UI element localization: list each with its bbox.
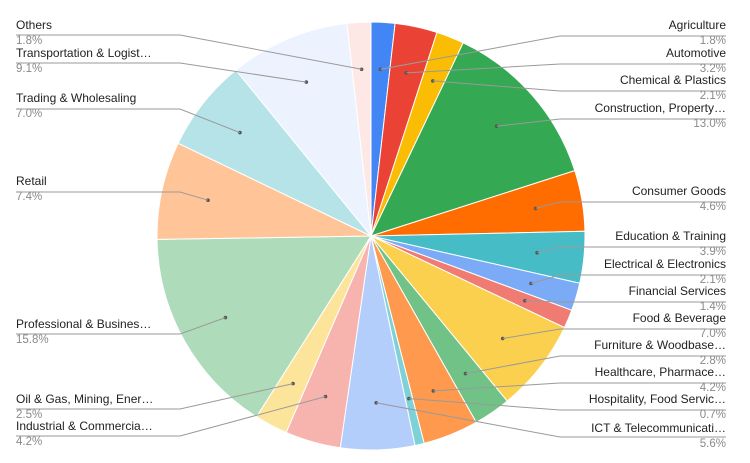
slice-value-hospitality-food-servic: 0.7% [700, 409, 726, 421]
leader-line-hospitality-food-servic [408, 398, 726, 411]
slice-value-healthcare-pharmace: 4.2% [700, 382, 726, 394]
leader-line-financial-services [524, 300, 726, 303]
slice-value-transportation-logist: 9.1% [16, 63, 42, 75]
leader-line-electrical-electronics [530, 274, 726, 284]
leader-dot-chemical-plastics [431, 79, 435, 83]
slice-label-automotive: Automotive [666, 46, 726, 60]
slice-value-consumer-goods: 4.6% [700, 201, 726, 213]
leader-line-transportation-logist [16, 62, 307, 83]
slice-label-hospitality-food-servic: Hospitality, Food Servic… [589, 392, 726, 406]
slice-label-furniture-woodbase: Furniture & Woodbase… [594, 338, 726, 352]
slice-value-retail: 7.4% [16, 191, 42, 203]
slice-label-others: Others [16, 18, 52, 32]
slice-value-agriculture: 1.8% [700, 35, 726, 47]
leader-line-healthcare-pharmace [433, 382, 726, 392]
leader-line-chemical-plastics [432, 80, 726, 92]
leader-line-food-beverage [502, 328, 726, 339]
leader-line-oil-gas-mining-ener [16, 383, 294, 410]
slice-label-financial-services: Financial Services [629, 284, 726, 298]
slice-label-agriculture: Agriculture [669, 18, 727, 32]
slice-label-electrical-electronics: Electrical & Electronics [604, 257, 726, 271]
slice-value-others: 1.8% [16, 35, 42, 47]
leader-line-consumer-goods [535, 201, 726, 209]
slice-label-retail: Retail [16, 174, 47, 188]
leader-dot-others [359, 67, 364, 72]
slice-label-ict-telecommunicati: ICT & Telecommunicati… [591, 421, 726, 435]
slice-value-food-beverage: 7.0% [700, 328, 726, 340]
pie-slice-others [346, 21, 372, 237]
leader-dot-healthcare-pharmace [431, 389, 436, 393]
leader-line-education-training [536, 246, 726, 254]
slice-value-chemical-plastics: 2.1% [700, 90, 726, 102]
slice-label-oil-gas-mining-ener: Oil & Gas, Mining, Ener… [16, 392, 153, 406]
leader-line-trading-wholesaling [16, 108, 241, 134]
leader-line-professional-busines [16, 317, 226, 335]
slice-label-professional-busines: Professional & Busines… [16, 317, 151, 331]
slice-label-food-beverage: Food & Beverage [633, 311, 727, 325]
slice-value-industrial-commercia: 4.2% [16, 436, 42, 448]
leader-line-automotive [406, 63, 726, 74]
slice-value-furniture-woodbase: 2.8% [700, 355, 726, 367]
slice-label-healthcare-pharmace: Healthcare, Pharmace… [595, 365, 726, 379]
leader-line-retail [16, 191, 209, 201]
slice-value-education-training: 3.9% [700, 246, 726, 258]
slice-label-trading-wholesaling: Trading & Wholesaling [16, 91, 136, 105]
leader-line-construction-property [496, 118, 726, 127]
slice-label-construction-property: Construction, Property… [595, 101, 726, 115]
pie-slices [156, 21, 586, 451]
leader-line-others [16, 34, 362, 70]
leader-line-ict-telecommunicati [376, 402, 726, 438]
slice-value-construction-property: 13.0% [693, 118, 726, 130]
leader-line-agriculture [380, 35, 726, 70]
leader-line-industrial-commercia [16, 396, 326, 437]
slice-value-electrical-electronics: 2.1% [700, 274, 726, 286]
leader-dot-furniture-woodbase [463, 371, 468, 376]
leader-lines [16, 34, 726, 438]
slice-value-professional-busines: 15.8% [16, 334, 49, 346]
pie-slice-professional-busines [156, 235, 372, 418]
slice-label-consumer-goods: Consumer Goods [632, 184, 726, 198]
slice-label-industrial-commercia: Industrial & Commercia… [16, 419, 153, 433]
leader-line-furniture-woodbase [465, 355, 726, 375]
slice-label-transportation-logist: Transportation & Logist… [16, 46, 152, 60]
slice-value-trading-wholesaling: 7.0% [16, 108, 42, 120]
pie-slice-retail [156, 142, 372, 240]
slice-value-ict-telecommunicati: 5.6% [700, 438, 726, 450]
slice-label-education-training: Education & Training [615, 229, 726, 243]
slice-value-financial-services: 1.4% [700, 301, 726, 313]
slice-value-automotive: 3.2% [700, 63, 726, 75]
pie-slice-construction-property [370, 42, 576, 237]
slice-label-chemical-plastics: Chemical & Plastics [620, 73, 726, 87]
slice-value-oil-gas-mining-ener: 2.5% [16, 409, 42, 421]
